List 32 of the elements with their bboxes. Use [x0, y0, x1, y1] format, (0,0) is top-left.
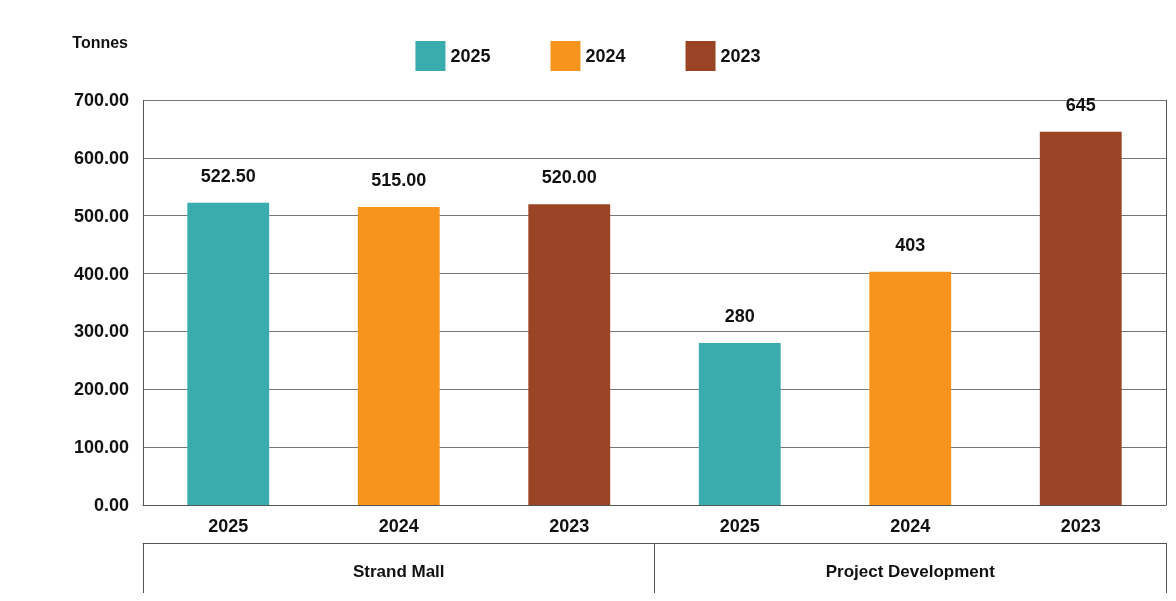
- data-label: 645: [1065, 94, 1096, 115]
- bar: [869, 271, 952, 505]
- text: Strand Mall: [352, 562, 445, 581]
- data-label: 520.00: [541, 167, 597, 188]
- bar: [528, 204, 611, 505]
- data-label: 522.50: [200, 165, 256, 186]
- y-tick-label: 300.00: [73, 321, 129, 342]
- y-tick-label: 500.00: [73, 205, 129, 226]
- legend-label: 2025: [450, 46, 491, 66]
- bar: [698, 343, 781, 505]
- y-tick-label: 0.00: [93, 495, 129, 515]
- text: Project Development: [825, 562, 996, 581]
- legend-label: 2023: [720, 46, 761, 66]
- y-axis-title: Tonnes: [72, 33, 129, 51]
- data-label: 403: [895, 234, 926, 255]
- legend-label: 2024: [585, 46, 626, 66]
- x-tick-label: 2024: [378, 516, 419, 536]
- x-tick-label: 2025: [719, 516, 760, 536]
- y-tick-label: 600.00: [73, 147, 129, 168]
- bar: [1039, 131, 1122, 505]
- data-label: 515.00: [371, 170, 427, 191]
- x-tick-label: 2024: [890, 516, 931, 536]
- bar: [187, 202, 270, 505]
- y-tick-label: 100.00: [73, 437, 129, 458]
- x-tick-label: 2023: [549, 516, 590, 536]
- data-label: 280: [724, 306, 755, 326]
- bar: [357, 207, 440, 505]
- x-tick-label: 2023: [1060, 516, 1101, 536]
- y-tick-label: 200.00: [73, 379, 129, 400]
- y-tick-label: 400.00: [73, 263, 129, 284]
- x-tick-label: 2025: [208, 516, 249, 536]
- y-tick-label: 700.00: [73, 90, 129, 110]
